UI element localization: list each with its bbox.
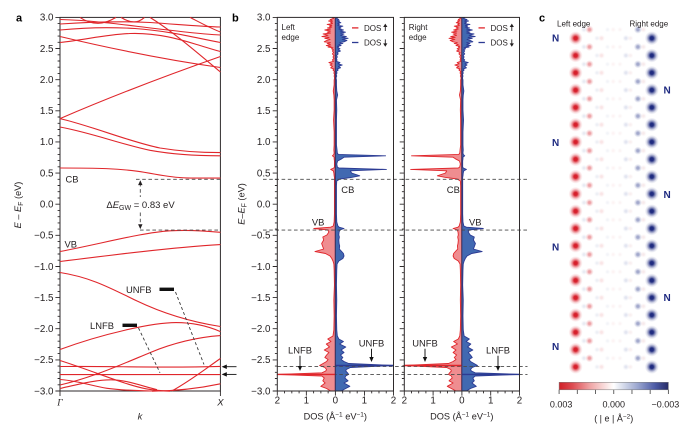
svg-text:−0.003: −0.003	[652, 400, 680, 410]
svg-text:2: 2	[402, 396, 407, 407]
svg-text:−1.5: −1.5	[34, 293, 54, 304]
svg-text:DOS: DOS	[491, 24, 508, 33]
svg-text:0.0: 0.0	[40, 200, 54, 211]
svg-text:−1.0: −1.0	[34, 262, 54, 273]
svg-text:E – EF (eV): E – EF (eV)	[13, 182, 25, 229]
svg-text:3.0: 3.0	[257, 13, 271, 24]
svg-text:Right: Right	[409, 23, 428, 32]
svg-text:CB: CB	[447, 184, 460, 195]
svg-text:b: b	[232, 13, 239, 25]
svg-text:c: c	[539, 13, 545, 25]
svg-text:N: N	[552, 138, 559, 149]
svg-text:E–EF (eV): E–EF (eV)	[237, 183, 249, 225]
svg-text:0.0: 0.0	[257, 200, 271, 211]
svg-text:k: k	[138, 412, 144, 423]
svg-text:Left edge: Left edge	[557, 20, 591, 29]
svg-text:2.5: 2.5	[257, 44, 271, 55]
svg-text:UNFB: UNFB	[126, 284, 152, 295]
svg-text:( | e | Å−2): ( | e | Å−2)	[594, 414, 633, 424]
svg-text:0: 0	[459, 396, 465, 407]
svg-text:2.0: 2.0	[40, 75, 54, 86]
svg-text:1.5: 1.5	[40, 106, 54, 117]
svg-text:−2.5: −2.5	[251, 355, 271, 366]
svg-text:−0.5: −0.5	[34, 231, 54, 242]
svg-text:LNFB: LNFB	[288, 345, 312, 356]
svg-text:edge: edge	[409, 33, 427, 42]
svg-text:2.5: 2.5	[40, 44, 54, 55]
svg-text:N: N	[664, 190, 671, 201]
svg-text:DOS: DOS	[364, 24, 381, 33]
svg-text:−0.5: −0.5	[251, 231, 271, 242]
svg-text:CB: CB	[341, 184, 354, 195]
svg-text:1: 1	[304, 396, 309, 407]
svg-text:3.0: 3.0	[40, 13, 54, 24]
svg-text:−1.5: −1.5	[251, 293, 271, 304]
svg-text:2.0: 2.0	[257, 75, 271, 86]
svg-text:0.5: 0.5	[40, 168, 54, 179]
svg-text:VB: VB	[312, 217, 325, 228]
svg-text:Left: Left	[282, 23, 296, 32]
svg-text:LNFB: LNFB	[90, 320, 114, 331]
svg-text:0: 0	[333, 396, 339, 407]
svg-text:−1.0: −1.0	[251, 262, 271, 273]
svg-text:DOS: DOS	[491, 39, 508, 48]
svg-text:Γ: Γ	[56, 399, 63, 409]
svg-text:edge: edge	[282, 33, 300, 42]
svg-text:DOS: DOS	[364, 39, 381, 48]
svg-text:−2.0: −2.0	[251, 324, 271, 335]
svg-text:N: N	[552, 34, 559, 45]
svg-text:0.5: 0.5	[257, 168, 271, 179]
svg-text:2: 2	[275, 396, 280, 407]
svg-text:N: N	[664, 293, 671, 304]
svg-text:1.0: 1.0	[40, 137, 54, 148]
svg-text:X: X	[216, 398, 224, 409]
svg-text:a: a	[16, 13, 23, 25]
svg-text:VB: VB	[65, 239, 78, 250]
svg-text:LNFB: LNFB	[486, 345, 510, 356]
svg-text:1: 1	[488, 396, 493, 407]
svg-text:2: 2	[391, 396, 396, 407]
svg-text:2: 2	[517, 396, 522, 407]
svg-text:N: N	[552, 342, 559, 353]
svg-text:UNFB: UNFB	[412, 338, 438, 349]
svg-text:−3.0: −3.0	[251, 386, 271, 397]
svg-text:DOS (Å−1 eV−1): DOS (Å−1 eV−1)	[430, 412, 493, 422]
svg-text:0.000: 0.000	[602, 400, 625, 410]
svg-text:N: N	[552, 243, 559, 254]
svg-text:DOS (Å−1 eV−1): DOS (Å−1 eV−1)	[304, 412, 367, 422]
svg-text:0.003: 0.003	[550, 400, 573, 410]
svg-text:1: 1	[362, 396, 367, 407]
svg-text:−3.0: −3.0	[34, 386, 54, 397]
svg-text:VB: VB	[469, 217, 482, 228]
svg-text:Right edge: Right edge	[630, 20, 669, 29]
svg-text:1.5: 1.5	[257, 106, 271, 117]
svg-text:1: 1	[430, 396, 435, 407]
svg-text:1.0: 1.0	[257, 137, 271, 148]
svg-text:ΔEGW = 0.83 eV: ΔEGW = 0.83 eV	[106, 200, 175, 212]
svg-text:−2.0: −2.0	[34, 324, 54, 335]
svg-text:−2.5: −2.5	[34, 355, 54, 366]
svg-text:UNFB: UNFB	[359, 338, 385, 349]
svg-text:CB: CB	[66, 174, 79, 185]
svg-text:N: N	[664, 86, 671, 97]
